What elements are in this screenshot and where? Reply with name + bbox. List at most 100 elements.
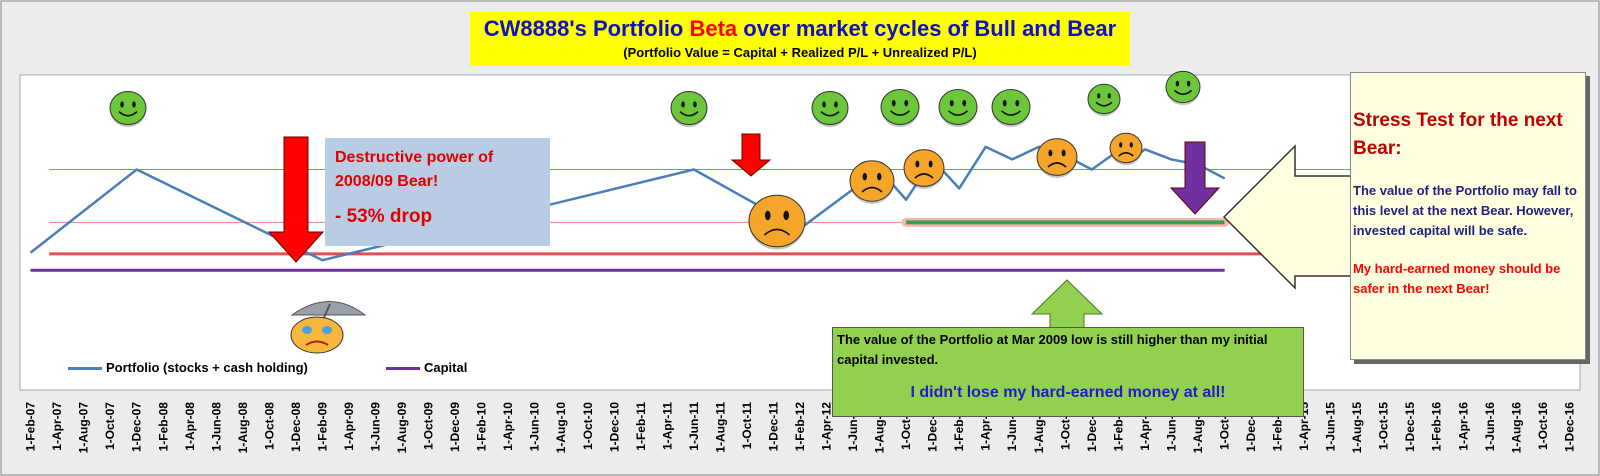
happy-face-icon — [1087, 83, 1121, 117]
sad-face-icon-mouth — [914, 173, 934, 179]
sad-face-icon — [1109, 132, 1143, 166]
data-point-capital — [1223, 269, 1225, 271]
happy-face-icon-head — [109, 90, 147, 126]
x-tick-label: 1-Feb-08 — [156, 402, 170, 452]
crying-face-umbrella-icon — [273, 299, 367, 356]
data-point-portfolio — [1011, 158, 1013, 160]
drop-annotation-line1: Destructive power of — [335, 149, 494, 166]
sad-face-icon-mouth — [763, 228, 791, 236]
happy-face-icon-head — [991, 89, 1031, 125]
happy-face-icon-eye-right — [132, 101, 136, 108]
x-tick-label: 1-Dec-15 — [1403, 402, 1417, 452]
series-line-portfolio — [29, 145, 1226, 262]
x-tick-label: 1-Aug-15 — [1350, 402, 1364, 454]
stress-test-title: Stress Test for the next Bear: — [1353, 110, 1563, 159]
legend-swatch-capital — [386, 367, 420, 371]
crying-face-tear-left — [302, 326, 312, 334]
sad-face-icon — [748, 194, 806, 250]
happy-face-icon-mouth — [820, 110, 840, 117]
happy-face-icon-eye-right — [834, 101, 838, 108]
happy-face-icon-head — [811, 90, 849, 126]
x-tick-label: 1-Apr-10 — [501, 402, 515, 451]
sad-face-icon — [1036, 138, 1078, 178]
happy-face-icon-eye-right — [904, 99, 909, 107]
sad-face-icon-head — [748, 194, 806, 248]
drop-annotation-percent: - 53% drop — [335, 206, 433, 227]
data-point-portfolio — [1144, 148, 1146, 150]
x-tick-label: 1-Oct-09 — [422, 402, 436, 450]
happy-face-icon-eye-right — [693, 101, 697, 108]
data-point-portfolio — [985, 146, 987, 148]
happy-face-icon-eye-left — [891, 99, 896, 107]
x-tick-label: 1-Oct-10 — [581, 402, 595, 450]
x-tick-label: 1-Apr-12 — [820, 402, 834, 451]
sad-face-icon-eye-left — [862, 172, 867, 181]
happy-face-icon-mouth — [889, 110, 911, 116]
x-tick-label: 1-Apr-09 — [342, 402, 356, 451]
x-tick-label: 1-Feb-10 — [475, 402, 489, 452]
x-tick-label: 1-Oct-16 — [1536, 402, 1550, 450]
sad-face-icon-head — [903, 149, 945, 187]
happy-face-icon-head — [1165, 70, 1201, 104]
data-point-portfolio — [321, 259, 323, 261]
happy-face-icon — [938, 89, 978, 128]
happy-face-icon-eye-left — [949, 99, 954, 107]
x-tick-label: 1-Apr-08 — [183, 402, 197, 451]
happy-face-icon-head — [880, 89, 920, 125]
x-tick-label: 1-Feb-16 — [1430, 402, 1444, 452]
happy-face-icon-mouth — [1173, 89, 1193, 96]
happy-face-icon-mouth — [118, 110, 138, 117]
x-tick-label: 1-Jun-16 — [1483, 402, 1497, 452]
happy-face-icon-head — [670, 90, 708, 126]
happy-face-icon-head — [1087, 83, 1121, 115]
x-tick-label: 1-Apr-07 — [50, 402, 64, 451]
happy-face-icon-eye-left — [681, 101, 685, 108]
x-tick-label: 1-Oct-11 — [740, 402, 754, 450]
x-tick-label: 1-Jun-10 — [528, 402, 542, 452]
happy-face-icon-eye-left — [1002, 99, 1007, 107]
data-point-portfolio — [693, 169, 695, 170]
happy-face-icon-eye-right — [962, 99, 967, 107]
x-tick-label: 1-Jun-09 — [369, 402, 383, 452]
sad-face-icon-eye-left — [915, 160, 920, 168]
crying-face-mouth — [305, 340, 329, 346]
legend-entry-capital: Capital — [386, 360, 467, 375]
x-tick-label: 1-Dec-16 — [1562, 402, 1576, 452]
correction-arrow — [730, 133, 772, 177]
drop-annotation-box: Destructive power of 2008/09 Bear! - 53%… — [325, 138, 550, 246]
x-tick-label: 1-Feb-07 — [24, 402, 38, 452]
sad-face-icon-head — [1036, 138, 1078, 176]
x-tick-label: 1-Apr-11 — [660, 402, 674, 450]
x-tick-label: 1-Aug-10 — [554, 402, 568, 454]
sad-face-icon-eye-left — [764, 210, 771, 221]
x-tick-label: 1-Dec-11 — [766, 402, 780, 452]
x-tick-label: 1-Oct-07 — [103, 402, 117, 450]
x-tick-label: 1-Oct-08 — [262, 402, 276, 450]
sad-face-icon-eye-left — [1048, 149, 1053, 157]
chart-subtitle: (Portfolio Value = Capital + Realized P/… — [623, 45, 977, 60]
sad-face-icon-mouth — [1047, 162, 1067, 168]
data-point-portfolio — [30, 252, 32, 254]
x-tick-label: 1-Dec-10 — [607, 402, 621, 452]
happy-face-icon-eye-right — [1107, 93, 1111, 99]
data-point-portfolio — [1223, 177, 1225, 179]
data-point-portfolio — [1170, 158, 1172, 160]
happy-face-icon — [109, 90, 147, 128]
data-point-portfolio — [1038, 146, 1040, 148]
crying-face-head — [290, 316, 344, 354]
x-tick-label: 1-Dec-07 — [130, 402, 144, 452]
data-point-portfolio — [905, 199, 907, 201]
x-tick-label: 1-Jun-08 — [209, 402, 223, 452]
bear-drop-arrow — [267, 136, 325, 263]
happy-face-icon-eye-left — [822, 101, 826, 108]
legend-label-capital: Capital — [424, 360, 468, 375]
x-tick-label: 1-Aug-11 — [713, 402, 727, 453]
happy-face-icon-mouth — [947, 110, 969, 116]
sad-face-icon-eye-left — [1119, 142, 1123, 148]
x-tick-label: 1-Aug-09 — [395, 402, 409, 454]
legend-label-portfolio: Portfolio (stocks + cash holding) — [106, 360, 308, 375]
data-point-portfolio — [136, 169, 138, 170]
x-tick-label: 1-Jun-11 — [687, 402, 701, 451]
x-tick-label: 1-Feb-09 — [315, 402, 329, 452]
